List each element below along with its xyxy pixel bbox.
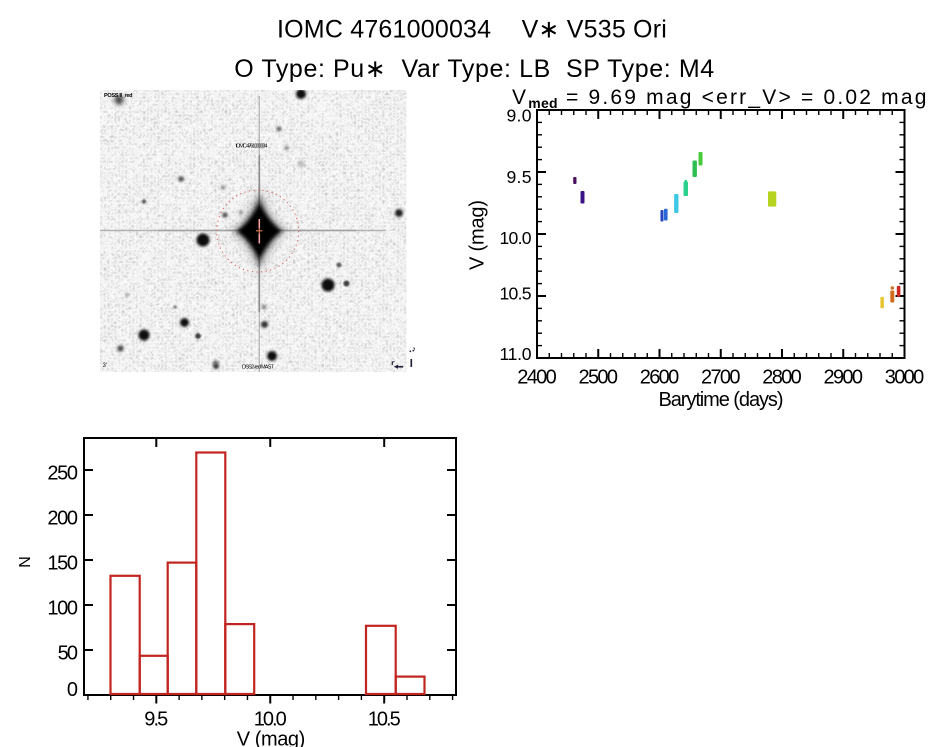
svg-text:11.0: 11.0: [500, 344, 532, 364]
svg-text:2900: 2900: [824, 367, 864, 389]
svg-text:DSS2-red MAST: DSS2-red MAST: [242, 365, 275, 371]
svg-text:2400: 2400: [517, 367, 557, 389]
svg-text:V∗ V535 Ori: V∗ V535 Ori: [522, 16, 667, 44]
svg-text:N: N: [17, 556, 34, 568]
svg-text:3000: 3000: [885, 367, 925, 389]
svg-text:2800: 2800: [762, 367, 802, 389]
svg-text:Vmed = 9.69 mag <err_V> = 0.02: Vmed = 9.69 mag <err_V> = 0.02 mag: [512, 86, 929, 111]
svg-text:150: 150: [47, 553, 78, 575]
svg-text:9.0: 9.0: [507, 106, 532, 126]
svg-text:IOMC 4761000034: IOMC 4761000034: [236, 144, 268, 150]
svg-text:9.5: 9.5: [507, 167, 532, 187]
svg-text:2600: 2600: [640, 367, 680, 389]
svg-text:2700: 2700: [701, 367, 741, 389]
svg-text:IOMC 4761000034: IOMC 4761000034: [277, 16, 491, 44]
svg-text:V (mag): V (mag): [467, 200, 489, 270]
svg-text:200: 200: [47, 508, 78, 530]
svg-text:100: 100: [47, 598, 78, 620]
svg-text:10.5: 10.5: [500, 284, 532, 304]
svg-text:9.5: 9.5: [144, 709, 168, 731]
svg-text:50: 50: [58, 643, 78, 665]
svg-text:POSS II_red: POSS II_red: [104, 93, 133, 99]
svg-text:Barytime (days): Barytime (days): [659, 389, 784, 411]
svg-text:250: 250: [47, 463, 78, 485]
svg-text:10.0: 10.0: [254, 709, 287, 731]
svg-text:3': 3': [103, 363, 107, 369]
svg-text:0: 0: [67, 679, 78, 701]
svg-text:O Type: Pu∗ Var Type: LB SP: O Type: Pu∗ Var Type: LB SP Type: M4: [234, 55, 715, 83]
svg-text:10.5: 10.5: [368, 709, 401, 731]
svg-text:2500: 2500: [579, 367, 619, 389]
svg-text:10.0: 10.0: [500, 228, 532, 248]
svg-text:V (mag): V (mag): [237, 729, 306, 747]
